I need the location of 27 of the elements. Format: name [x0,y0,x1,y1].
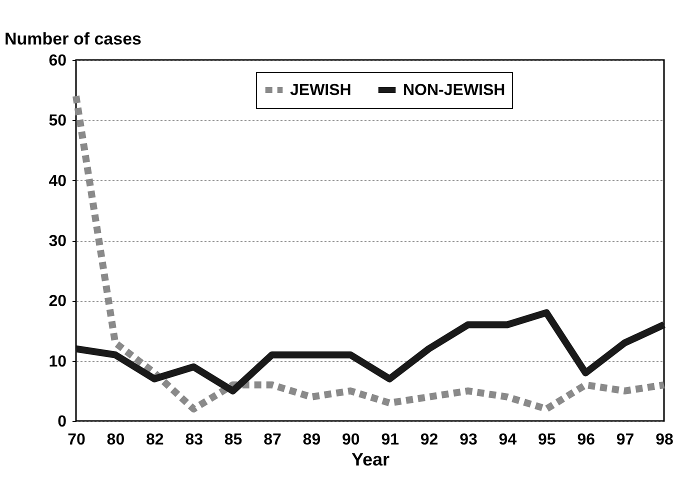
x-tick-label: 85 [224,432,242,448]
x-tick-label: 82 [146,432,164,448]
x-tick-label: 83 [185,432,204,448]
x-tick-label: 94 [498,432,517,448]
y-tick-label: 50 [48,112,67,130]
x-tick-label: 93 [460,432,478,448]
y-tick-label: 40 [48,172,67,190]
x-axis-title: Year [351,450,390,470]
x-tick-label: 92 [420,432,438,448]
x-tick-label: 95 [538,432,556,448]
y-tick-label: 20 [48,293,67,310]
x-tick-label: 80 [106,432,125,448]
y-tick-label: 0 [58,414,67,430]
x-tick-label: 96 [577,432,596,448]
legend-label: JEWISH [290,82,352,99]
x-tick-label: 70 [68,432,86,448]
x-tick-label: 97 [616,432,634,448]
x-tick-label: 98 [656,432,674,448]
y-tick-label: 60 [48,52,67,70]
y-tick-label: 10 [48,353,67,370]
x-tick-label: 89 [302,432,321,448]
y-axis-title: Number of cases [4,30,142,48]
x-tick-label: 87 [264,432,282,448]
legend-label: NON-JEWISH [403,82,506,99]
x-tick-label: 91 [381,432,400,448]
y-tick-label: 30 [48,233,67,250]
x-tick-label: 90 [342,432,360,448]
